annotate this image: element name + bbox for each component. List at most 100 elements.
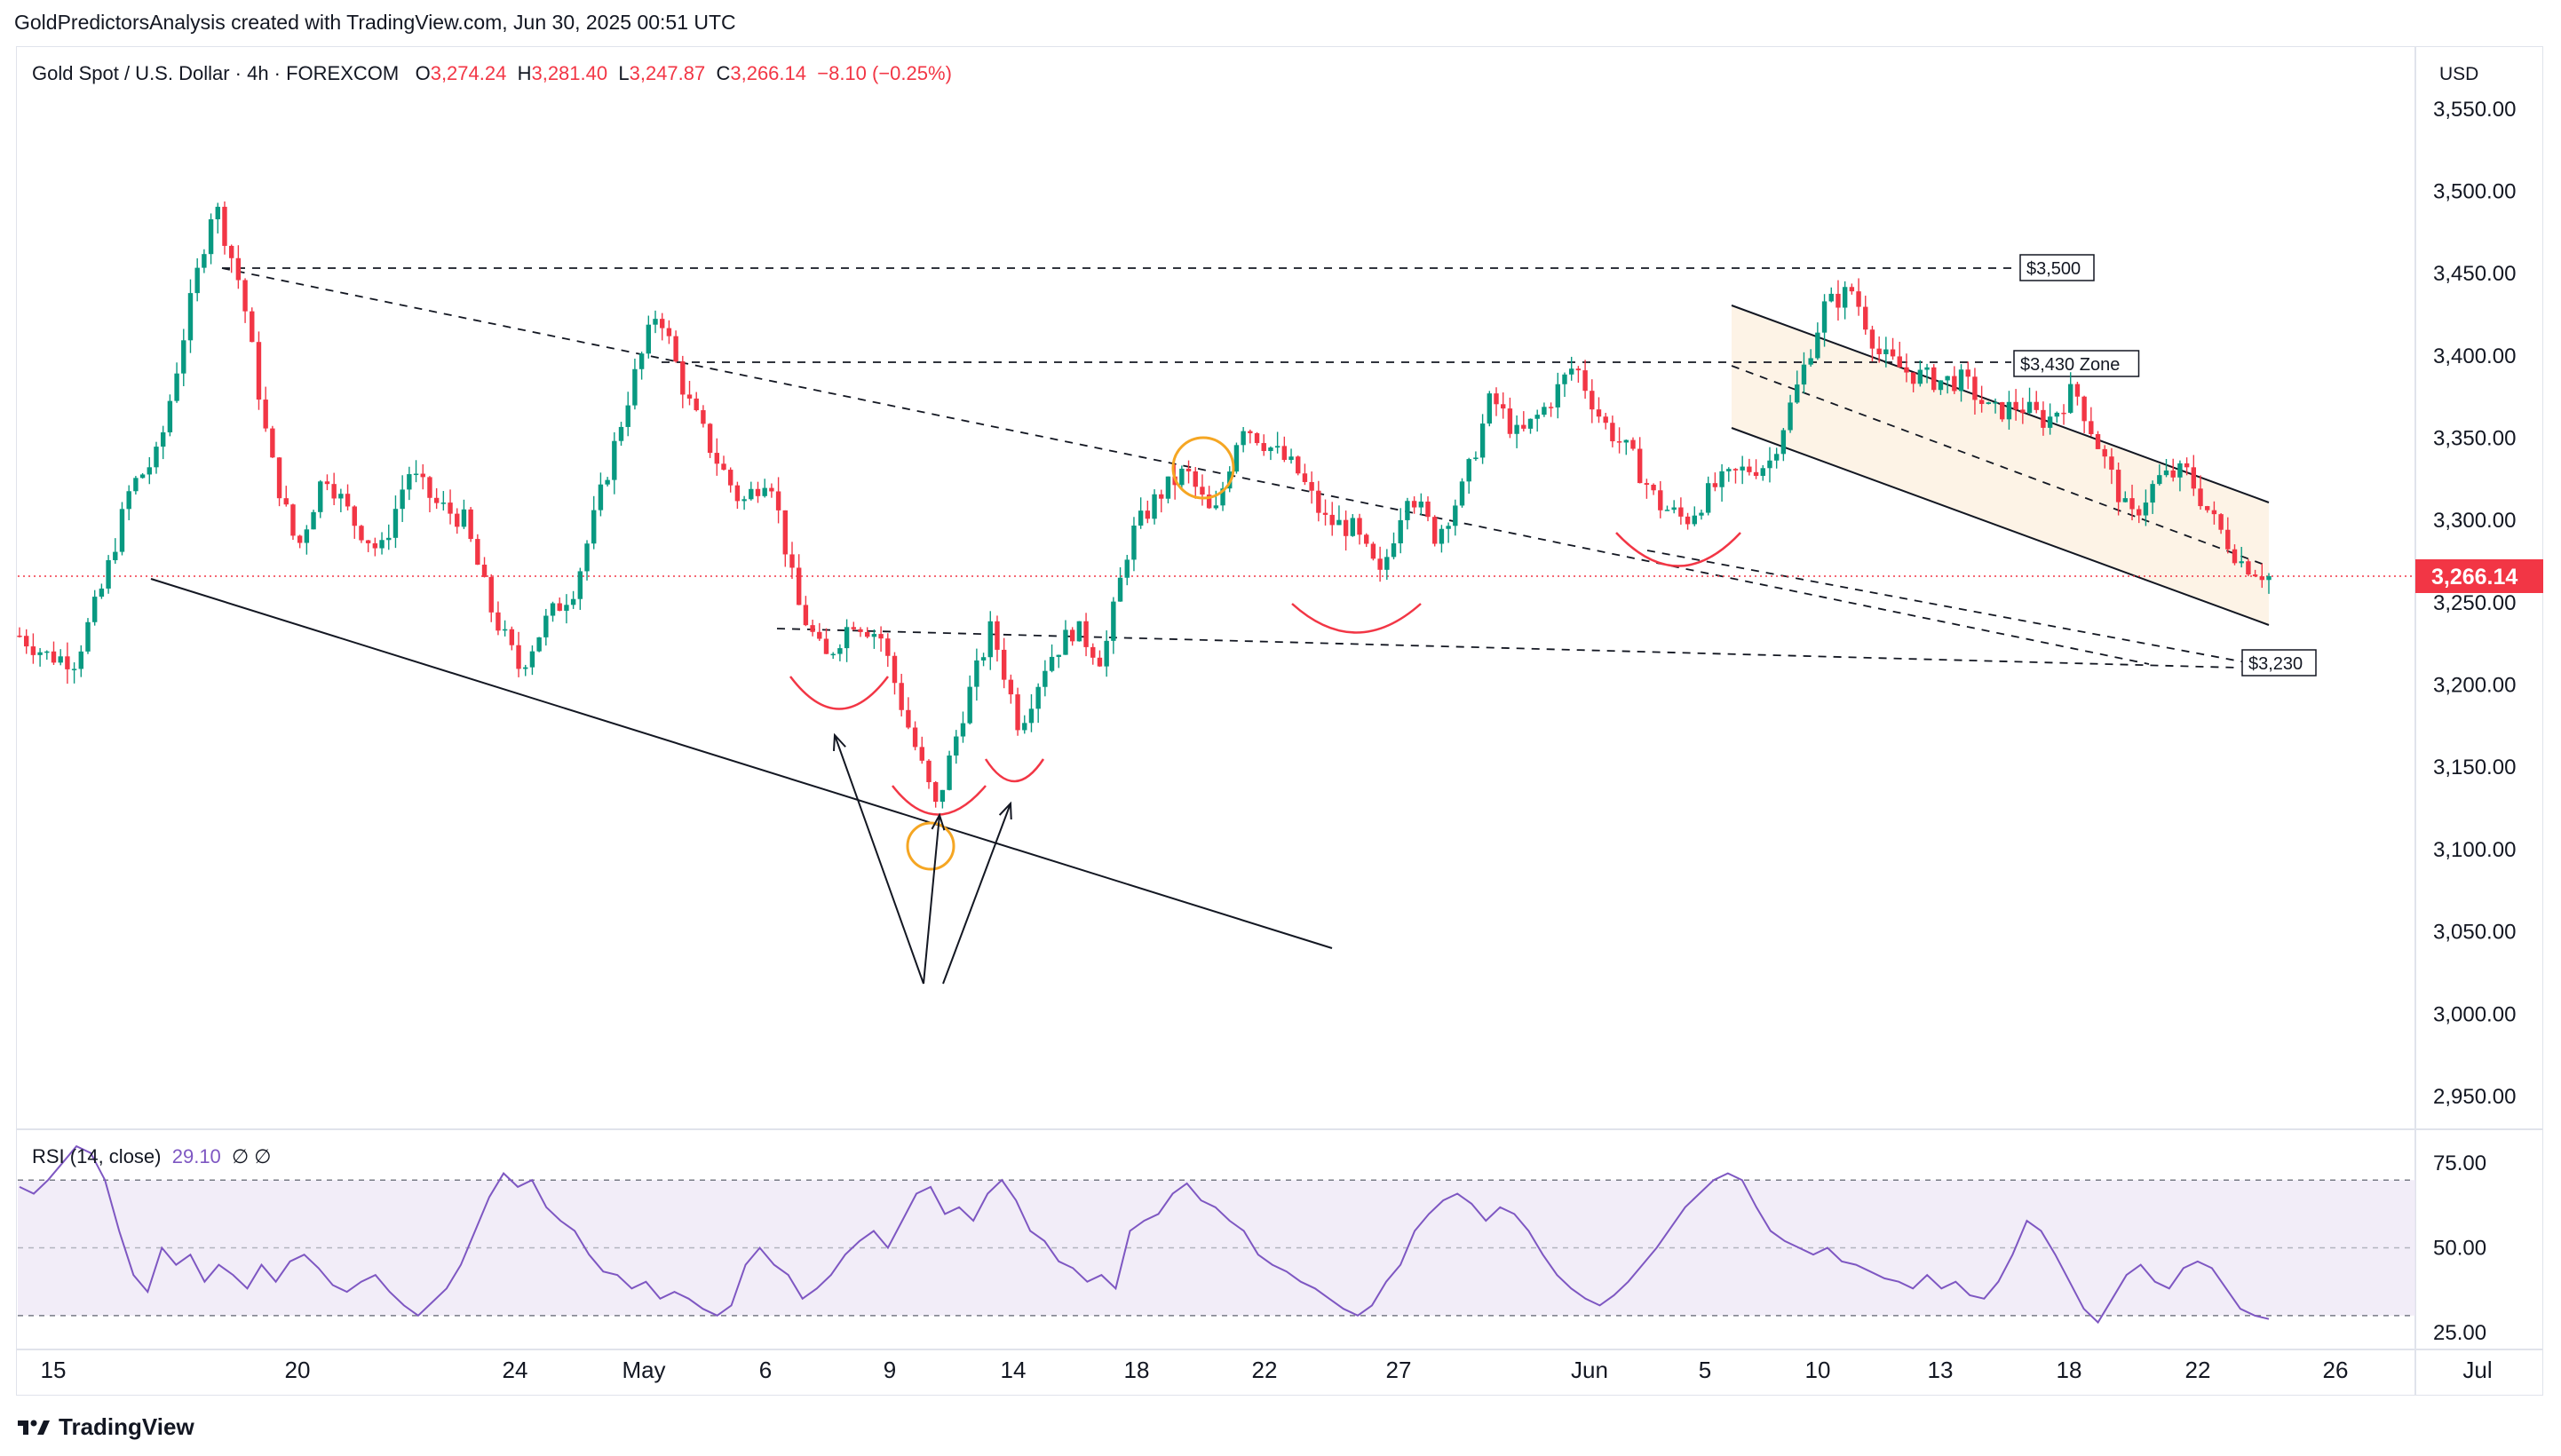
candle-body xyxy=(1220,488,1225,506)
candle-body xyxy=(2081,396,2087,422)
candle-body xyxy=(1370,543,1376,559)
chart-frame xyxy=(16,46,2543,1396)
candle-body xyxy=(817,631,822,639)
time-tick-label-3: May xyxy=(622,1357,665,1383)
tradingview-logo[interactable]: TradingView xyxy=(16,1413,194,1441)
candle-body xyxy=(1302,473,1308,482)
candle-body xyxy=(632,368,638,406)
swing-high-circle xyxy=(1171,436,1235,500)
ohlc-open: 3,274.24 xyxy=(430,62,507,84)
candle-body xyxy=(878,634,884,639)
candle-body xyxy=(23,636,29,647)
candle-body xyxy=(365,540,371,543)
rsi-legend: RSI (14, close) 29.10 ∅ ∅ xyxy=(32,1145,271,1168)
candle-body xyxy=(741,499,747,502)
candle-body xyxy=(2109,456,2114,471)
candle-body xyxy=(1828,293,1834,302)
candle-body xyxy=(529,651,535,668)
candle-body xyxy=(1699,512,1704,516)
candle-body xyxy=(769,487,774,492)
candle-body xyxy=(1562,374,1567,384)
candle-body xyxy=(488,576,494,613)
candle-body xyxy=(1542,407,1547,415)
candle-body xyxy=(311,511,316,530)
candle-body xyxy=(2061,412,2066,415)
candle-body xyxy=(591,510,597,544)
candle-body xyxy=(2246,561,2251,575)
price-tick-label-8: 3,150.00 xyxy=(2433,756,2516,779)
time-tick-label-12: 10 xyxy=(1805,1357,1831,1383)
candle-body xyxy=(1439,528,1445,544)
candle-body xyxy=(30,646,36,655)
candle-body xyxy=(91,597,98,622)
candle-body xyxy=(78,651,83,669)
candle-body xyxy=(1705,483,1711,513)
candle-body xyxy=(1719,471,1725,487)
candle-body xyxy=(1637,448,1643,484)
candle-body xyxy=(967,686,972,724)
candle-body xyxy=(297,535,303,543)
candle-body xyxy=(167,400,173,432)
channel-lower-line xyxy=(1731,427,2270,626)
candle-body xyxy=(1063,629,1068,655)
candle-body xyxy=(612,440,617,480)
candle-body xyxy=(899,683,904,710)
candle-body xyxy=(1111,601,1116,641)
candle-body xyxy=(1780,430,1787,455)
candle-body xyxy=(1405,501,1410,520)
currency-label[interactable]: USD xyxy=(2439,64,2479,84)
candle-body xyxy=(2198,488,2203,507)
time-tick-label-0: 15 xyxy=(41,1357,67,1383)
candle-body xyxy=(1350,518,1356,536)
candle-body xyxy=(1801,364,1807,385)
candle-body xyxy=(2122,498,2129,502)
candle-body xyxy=(1821,301,1828,333)
candle-body xyxy=(1425,501,1431,518)
candle-body xyxy=(1986,402,1992,405)
candle-body xyxy=(1049,656,1055,671)
candle-body xyxy=(1377,558,1383,570)
price-tick-label-5: 3,300.00 xyxy=(2433,509,2516,533)
candle-body xyxy=(1459,481,1465,506)
annotation-2: $3,230 xyxy=(2241,649,2317,677)
candle-body xyxy=(749,488,754,500)
price-tick-label-12: 2,950.00 xyxy=(2433,1085,2516,1109)
candle-body xyxy=(584,543,590,572)
candle-body xyxy=(304,529,310,543)
rsi-extra: ∅ ∅ xyxy=(232,1145,272,1167)
candle-body xyxy=(1357,518,1362,535)
candle-body xyxy=(208,218,214,255)
annotation-label-1: $3,430 Zone xyxy=(2020,355,2120,375)
candle-body xyxy=(372,542,378,549)
ohlc-high: 3,281.40 xyxy=(531,62,608,84)
candle-body xyxy=(2184,463,2190,468)
candle-body xyxy=(564,605,569,611)
candle-body xyxy=(1131,525,1137,560)
candle-body xyxy=(386,537,392,541)
time-tick-label-2: 24 xyxy=(503,1357,528,1383)
rsi-label[interactable]: RSI (14, close) xyxy=(32,1145,162,1167)
candle-body xyxy=(1664,510,1670,511)
candle-body xyxy=(187,293,194,341)
candle-body xyxy=(71,669,77,670)
candle-body xyxy=(1241,431,1246,446)
candle-body xyxy=(1712,483,1718,487)
candle-body xyxy=(995,621,1000,650)
candle-body xyxy=(1008,679,1014,695)
pattern-arc-1 xyxy=(892,785,987,816)
candle-body xyxy=(686,394,693,399)
candle-body xyxy=(215,206,220,219)
candle-body xyxy=(2150,484,2155,503)
candle-body xyxy=(37,652,43,655)
annotation-box-1 xyxy=(2013,350,2140,377)
candle-body xyxy=(461,509,467,527)
candle-body xyxy=(1910,372,1916,384)
candle-body xyxy=(1309,481,1314,491)
candle-body xyxy=(2266,575,2272,581)
symbol-name[interactable]: Gold Spot / U.S. Dollar · 4h · FOREXCOM xyxy=(32,62,400,84)
candle-body xyxy=(58,656,63,663)
candle-body xyxy=(980,657,987,661)
footer-brand: TradingView xyxy=(59,1413,194,1440)
candle-body xyxy=(666,328,672,336)
